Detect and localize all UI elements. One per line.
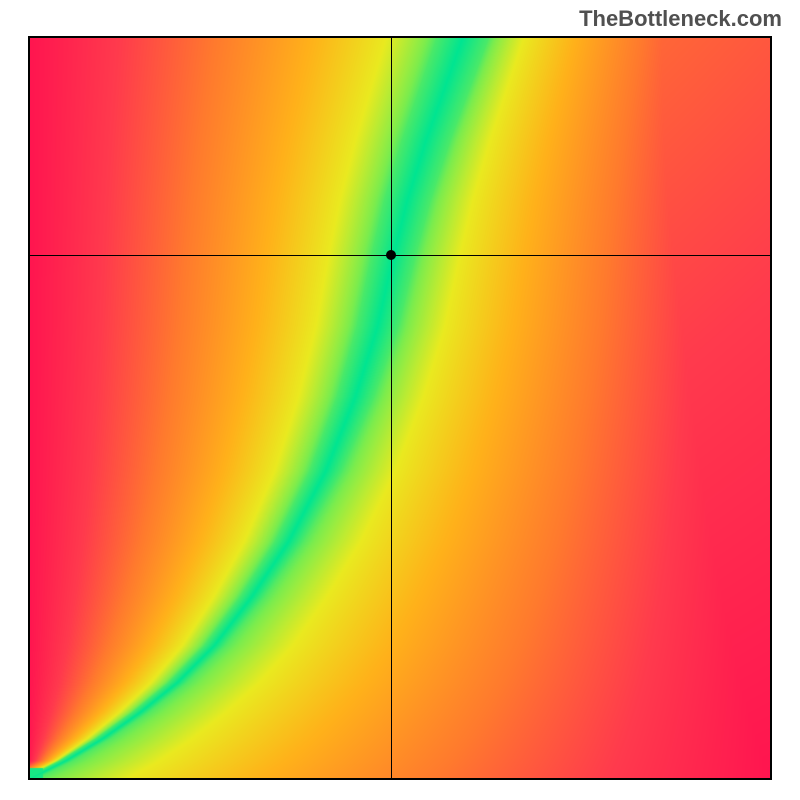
heatmap-chart xyxy=(28,36,772,780)
heatmap-canvas xyxy=(28,36,772,780)
watermark-text: TheBottleneck.com xyxy=(579,6,782,32)
